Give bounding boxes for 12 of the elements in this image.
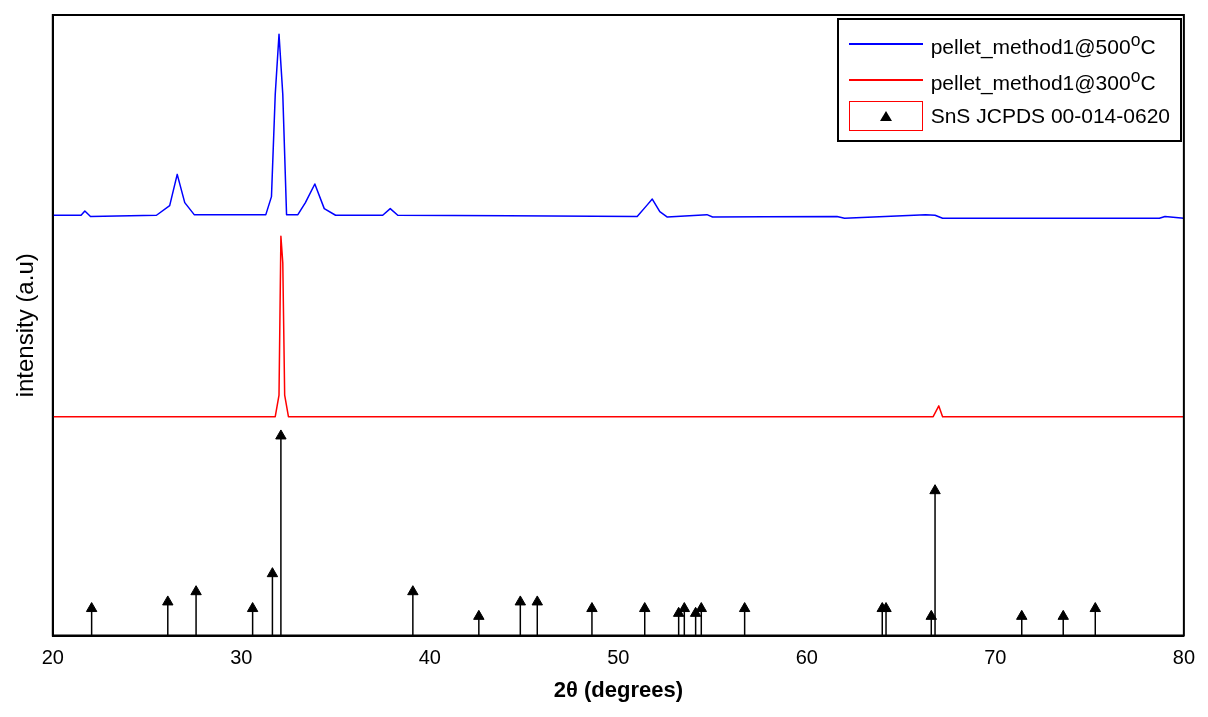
y-axis-title: intensity (a.u) xyxy=(11,253,39,398)
x-axis-title: 2θ (degrees) xyxy=(553,676,683,702)
x-tick-label: 40 xyxy=(418,646,441,669)
x-tick-label: 80 xyxy=(1172,646,1195,669)
x-tick-label: 50 xyxy=(607,646,630,669)
x-tick-label: 60 xyxy=(795,646,818,669)
x-tick-label: 20 xyxy=(41,646,64,669)
legend-label: pellet_method1@500$^{o}$C xyxy=(930,29,1156,59)
legend-label: pellet_method1@300$^{o}$C xyxy=(930,65,1156,95)
legend-label: SnS JCPDS 00-014-0620 xyxy=(930,104,1170,128)
x-tick-label: 70 xyxy=(984,646,1007,669)
x-tick-label: 30 xyxy=(230,646,253,669)
